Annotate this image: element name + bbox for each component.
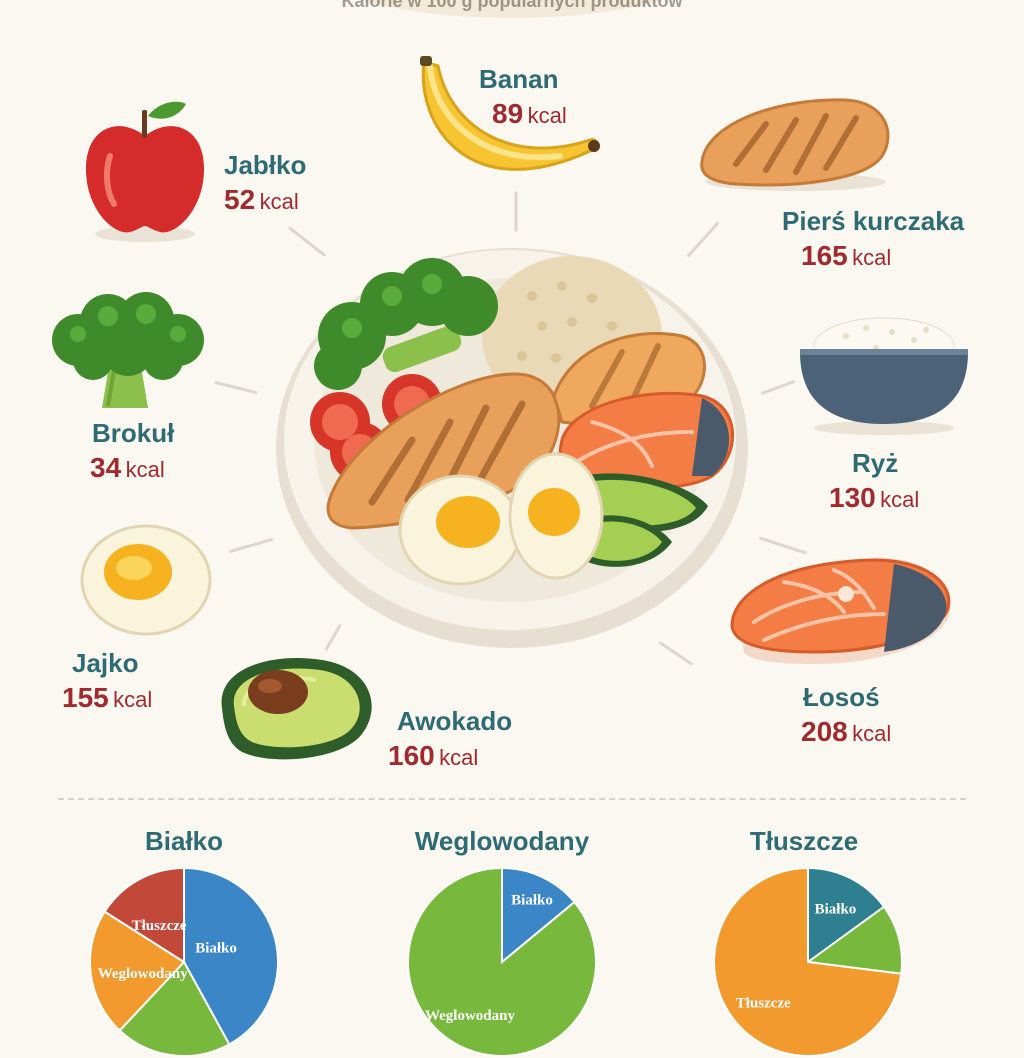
pie-slice	[805, 905, 903, 975]
section-divider	[58, 798, 966, 800]
connector-line	[760, 379, 796, 396]
egg-icon	[80, 524, 212, 636]
kcal-unit: kcal	[527, 103, 567, 128]
kcal-unit: kcal	[880, 487, 920, 512]
macro-pie-weglowodany: Białko Weglowodany	[407, 866, 597, 1057]
pie-title-tluszcze: Tłuszcze	[749, 826, 859, 856]
food-name-losos: Łosoś	[803, 682, 880, 712]
pie-title-bialko: Białko	[144, 826, 224, 856]
kcal-unit: kcal	[125, 457, 165, 482]
kcal-unit: kcal	[259, 189, 299, 214]
food-name-brokul: Brokuł	[92, 418, 175, 448]
kcal-value: 208	[801, 716, 848, 747]
avocado-icon	[221, 658, 372, 760]
food-name-jajko: Jajko	[72, 648, 139, 678]
kcal-unit: kcal	[852, 721, 892, 746]
page-title: Kalorie w 100 g popularnych produktów	[341, 0, 683, 11]
pie-slice-label: Tłuszcze	[736, 996, 791, 1012]
connector-line	[214, 380, 258, 395]
chicken-breast-icon	[700, 98, 890, 191]
food-kcal-jablko: 52 kcal	[224, 184, 299, 216]
pie-slice	[89, 910, 186, 1032]
meal-plate-icon	[276, 248, 748, 648]
food-name-ryz: Ryż	[852, 448, 899, 478]
pie-slice	[501, 866, 576, 965]
food-kcal-losos: 208 kcal	[801, 716, 891, 748]
kcal-unit: kcal	[852, 245, 892, 270]
food-kcal-awokado: 160 kcal	[388, 740, 478, 772]
food-kcal-brokul: 34 kcal	[90, 452, 165, 484]
kcal-value: 130	[829, 482, 876, 513]
kcal-value: 34	[90, 452, 122, 483]
banana-icon	[420, 56, 600, 171]
kcal-value: 155	[62, 682, 109, 713]
rice-bowl-icon	[800, 317, 968, 435]
food-kcal-jajko: 155 kcal	[62, 682, 152, 714]
food-kcal-banan: 89 kcal	[492, 98, 567, 130]
pie-slice-label: Białko	[195, 941, 237, 957]
kcal-value: 160	[388, 740, 435, 771]
pie-slice-label: Białko	[511, 893, 553, 909]
pie-slice	[103, 866, 185, 964]
kcal-unit: kcal	[439, 745, 479, 770]
pie-slice-label: Białko	[815, 901, 857, 917]
kcal-value: 89	[492, 98, 524, 129]
macro-pie-tluszcze: Białko Tłuszcze	[713, 866, 903, 1057]
broccoli-icon	[52, 292, 204, 408]
pie-slice-label: Weglowodany	[425, 1008, 516, 1024]
pie-slice-label: Weglowodany	[98, 966, 189, 982]
kcal-value: 52	[224, 184, 256, 215]
food-kcal-kurczak: 165 kcal	[801, 240, 891, 272]
connector-line	[228, 537, 274, 554]
food-name-kurczak: Pierś kurczaka	[782, 206, 965, 236]
food-name-awokado: Awokado	[397, 706, 513, 736]
pie-slice-label: Tłuszcze	[132, 918, 187, 934]
salmon-icon	[730, 557, 951, 664]
apple-icon	[85, 101, 205, 242]
food-name-banan: Banan	[479, 64, 559, 94]
kcal-unit: kcal	[113, 687, 153, 712]
kcal-value: 165	[801, 240, 848, 271]
pie-title-weglowodany: Weglowodany	[414, 826, 590, 856]
food-kcal-ryz: 130 kcal	[829, 482, 919, 514]
macro-pie-bialko: Białko Weglowodany Tłuszcze	[89, 866, 279, 1057]
pie-slice	[807, 866, 886, 964]
food-name-jablko: Jabłko	[224, 150, 307, 180]
title-banner: Kalorie w 100 g popularnych produktów	[296, 0, 728, 18]
